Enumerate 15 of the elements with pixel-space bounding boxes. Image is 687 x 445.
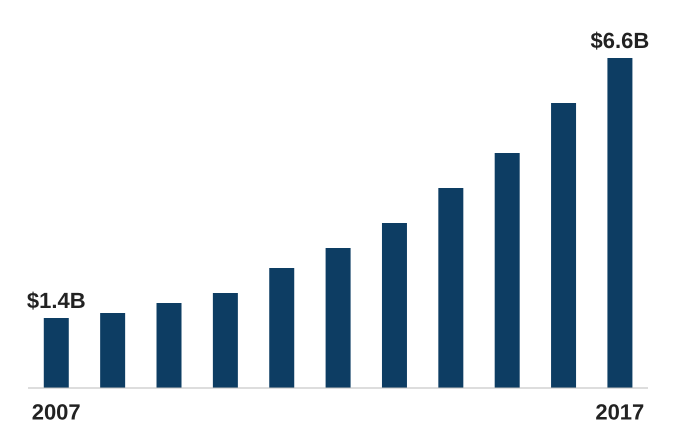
bar bbox=[326, 248, 351, 388]
bar bbox=[100, 313, 126, 388]
bar bbox=[212, 293, 238, 388]
data-label: $6.6B bbox=[590, 28, 650, 53]
bar bbox=[269, 268, 294, 388]
x-tick-label: 2017 bbox=[595, 400, 644, 425]
x-tick-label: 2007 bbox=[32, 400, 81, 425]
bar bbox=[494, 153, 520, 388]
bar bbox=[607, 58, 632, 388]
bar bbox=[438, 188, 464, 388]
bar bbox=[156, 303, 182, 388]
bar bbox=[44, 318, 69, 388]
bar bbox=[551, 103, 576, 388]
bar bbox=[382, 223, 407, 388]
data-label: $1.4B bbox=[26, 288, 86, 313]
